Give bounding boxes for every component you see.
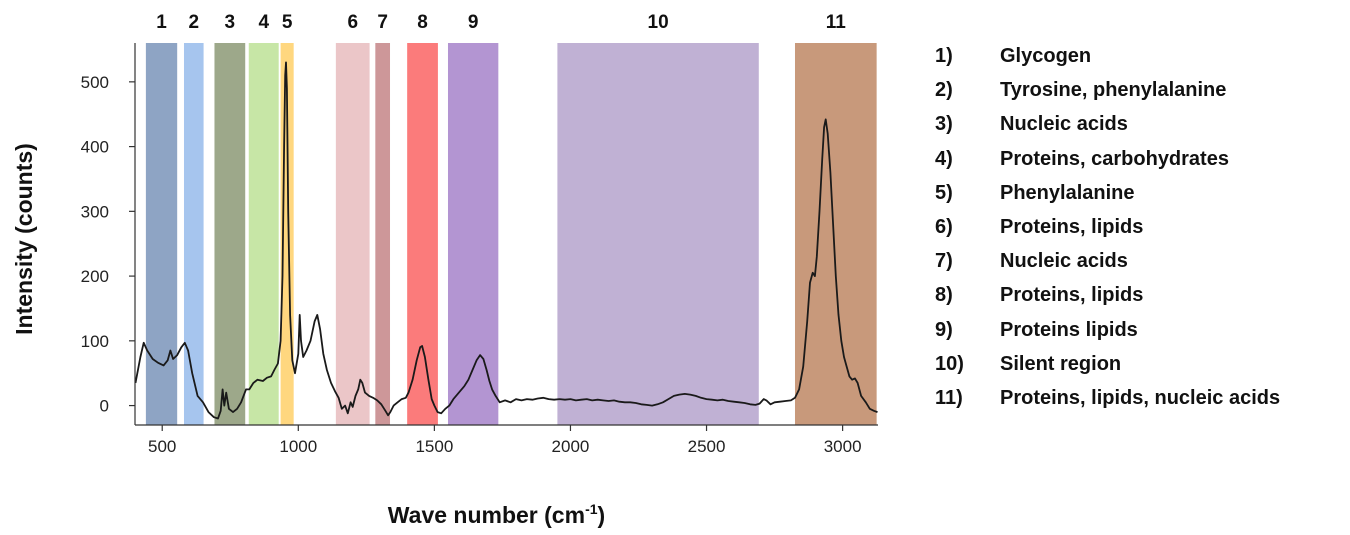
legend-item-label: Phenylalanine	[1000, 181, 1135, 204]
band-label-4: 4	[258, 12, 269, 33]
band-label-10: 10	[648, 12, 669, 33]
legend-item: 9) Proteins lipids	[935, 318, 1345, 352]
legend-item: 6) Proteins, lipids	[935, 215, 1345, 249]
raman-spectrum-chart: 1 2 3 4 5 6 7 8 9 10 11 500 1000 1500 2000 2500 3000 01…	[11, 12, 878, 528]
legend-item-number: 8)	[935, 284, 953, 307]
y-tick-label: 0	[100, 397, 109, 416]
legend-item-number: 9)	[935, 318, 953, 341]
legend-item-label: Proteins, lipids	[1000, 284, 1144, 307]
x-tick-label: 2000	[552, 437, 590, 456]
legend-item: 3) Nucleic acids	[935, 112, 1345, 146]
legend-item-label: Proteins, lipids, nucleic acids	[1000, 386, 1281, 409]
legend-item-label: Tyrosine, phenylalanine	[1000, 79, 1227, 102]
band-regions	[145, 43, 877, 425]
spectrum-line	[134, 61, 878, 420]
legend-item-number: 6)	[935, 215, 953, 238]
legend-item: 4) Proteins, carbohydrates	[935, 147, 1345, 181]
band-label-3: 3	[225, 12, 236, 33]
y-tick-label: 100	[81, 332, 109, 351]
x-axis-title: Wave number (cm-1)	[388, 501, 605, 528]
legend-item-label: Nucleic acids	[1000, 113, 1128, 136]
x-axis-ticks: 500 1000 1500 2000 2500 3000	[148, 425, 862, 456]
band-label-8: 8	[417, 12, 428, 33]
x-tick-label: 1000	[279, 437, 317, 456]
legend-item: 2) Tyrosine, phenylalanine	[935, 78, 1345, 112]
legend-item-label: Silent region	[1000, 352, 1122, 375]
y-tick-label: 400	[81, 138, 109, 157]
legend-item: 8) Proteins, lipids	[935, 283, 1345, 317]
legend-item-label: Proteins, lipids	[1000, 215, 1144, 238]
band-1	[145, 43, 178, 425]
legend-item-number: 4)	[935, 147, 953, 170]
legend-item: 10) Silent region	[935, 352, 1345, 386]
band-label-1: 1	[156, 12, 167, 33]
band-7	[375, 43, 391, 425]
legend-item-number: 5)	[935, 181, 953, 204]
x-tick-label: 1500	[415, 437, 453, 456]
band-label-5: 5	[282, 12, 293, 33]
legend-item-number: 3)	[935, 113, 953, 136]
band-label-7: 7	[377, 12, 388, 33]
legend-item-number: 1)	[935, 45, 953, 67]
legend-item-number: 11)	[935, 386, 963, 409]
y-tick-label: 300	[81, 202, 109, 221]
band-2	[183, 43, 204, 425]
band-10	[557, 43, 759, 425]
band-4	[248, 43, 279, 425]
legend-item-number: 10)	[935, 352, 964, 375]
band-3	[214, 43, 246, 425]
x-tick-label: 500	[148, 437, 176, 456]
band-label-6: 6	[347, 12, 358, 33]
legend-item: 11) Proteins, lipids, nucleic acids	[935, 386, 1345, 420]
legend-item-number: 2)	[935, 79, 953, 102]
series-line-0	[134, 61, 878, 420]
x-axis-title-superscript: -1	[585, 501, 598, 517]
legend-item: 5) Phenylalanine	[935, 181, 1345, 215]
legend: 1) Glycogen 2) Tyrosine, phenylalanine 3) Nuc…	[935, 44, 1345, 420]
legend-item: 7) Nucleic acids	[935, 249, 1345, 283]
x-axis-title-main: Wave number (cm	[388, 502, 585, 528]
band-8	[407, 43, 438, 425]
band-6	[335, 43, 370, 425]
axes	[134, 43, 878, 426]
band-labels: 1 2 3 4 5 6 7 8 9 10 11	[156, 12, 846, 33]
y-tick-label: 500	[81, 73, 109, 92]
legend-item-label: Proteins lipids	[1000, 318, 1138, 341]
y-axis-ticks: 0 100 200 300 400 500	[81, 73, 135, 416]
band-11	[794, 43, 877, 425]
band-9	[447, 43, 499, 425]
legend-item-number: 7)	[935, 250, 953, 273]
legend-item-label: Glycogen	[1000, 45, 1092, 67]
legend-item-label: Proteins, carbohydrates	[1000, 147, 1229, 170]
y-tick-label: 200	[81, 267, 109, 286]
x-tick-label: 3000	[824, 437, 862, 456]
band-label-11: 11	[826, 12, 847, 33]
legend-item: 1) Glycogen	[935, 44, 1345, 78]
band-label-2: 2	[188, 12, 199, 33]
band-label-9: 9	[468, 12, 479, 33]
legend-item-label: Nucleic acids	[1000, 250, 1128, 273]
y-axis-title: Intensity (counts)	[11, 143, 37, 335]
x-tick-label: 2500	[688, 437, 726, 456]
x-axis-title-end: )	[598, 502, 606, 528]
